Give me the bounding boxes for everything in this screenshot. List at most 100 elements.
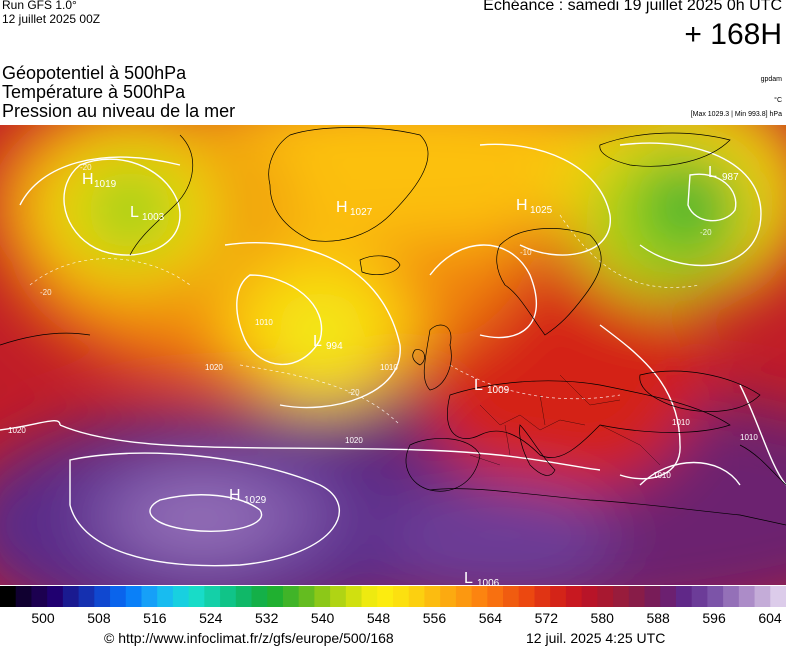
colorbar-swatch — [267, 586, 284, 607]
center-l-987-value: 987 — [722, 172, 739, 183]
coastlines — [0, 127, 786, 526]
isobar-label: 1010 — [380, 363, 398, 372]
colorbar-swatch — [361, 586, 378, 607]
run-model-label: Run GFS 1.0° — [2, 0, 77, 12]
parameter-pressure: Pression au niveau de la mer — [2, 101, 236, 121]
colorbar-swatch — [644, 586, 661, 607]
colorbar-swatch — [62, 586, 80, 607]
colorbar-swatch — [613, 586, 630, 607]
colorbar-tick-label: 524 — [199, 610, 223, 626]
isotherms — [29, 214, 701, 426]
colorbar-swatch — [345, 586, 363, 607]
colorbar-swatch — [597, 586, 614, 607]
colorbar-swatch — [675, 586, 693, 607]
colorbar-swatch — [377, 586, 394, 607]
colorbar-swatch — [440, 586, 457, 607]
colorbar-swatch — [707, 586, 724, 607]
isotherm-label: -20 — [700, 228, 712, 237]
colorbar-swatch — [393, 586, 410, 607]
colorbar-swatch — [471, 586, 488, 607]
colorbar-tick-label: 508 — [87, 610, 111, 626]
isobar-labels: 1010 1010 1020 1020 1020 1010 1010 1010 — [8, 318, 758, 480]
colorbar-swatch — [110, 586, 127, 607]
isobars — [0, 142, 786, 567]
center-h-1019-value: 1019 — [94, 179, 117, 190]
colorbar-swatch — [15, 586, 32, 607]
colorbar-swatch — [660, 586, 677, 607]
colorbar-tick-label: 588 — [646, 610, 670, 626]
forecast-horizon: + 168H — [684, 18, 782, 51]
center-l-1009-value: 1009 — [487, 385, 510, 396]
center-h-1027: H — [336, 199, 348, 216]
colorbar-tick-label: 548 — [366, 610, 391, 626]
colorbar-swatch — [455, 586, 473, 607]
isotherm-label: -20 — [348, 388, 360, 397]
colorbar-swatch — [691, 586, 708, 607]
generation-time: 12 juil. 2025 4:25 UTC — [526, 630, 666, 646]
colorbar-swatch — [47, 586, 64, 607]
colorbar-swatch — [188, 586, 205, 607]
center-l-987: L — [708, 164, 717, 181]
colorbar-tick-label: 580 — [590, 610, 614, 626]
colorbar-tick-label: 500 — [31, 610, 55, 626]
isobar-label: 1010 — [255, 318, 273, 327]
colorbar-swatch — [282, 586, 300, 607]
isobar-label: 1020 — [205, 363, 223, 372]
center-h-1025: H — [516, 197, 528, 214]
unit-temperature: °C — [774, 97, 782, 104]
colorbar-tick-label: 596 — [702, 610, 726, 626]
colorbar-swatch — [503, 586, 520, 607]
colorbar-swatch — [424, 586, 441, 607]
colorbar-labels: 500 508 516 524 532 540 548 556 564 572 580 588 596 6… — [0, 610, 786, 628]
center-l-1006: L — [464, 570, 473, 585]
colorbar-swatch — [172, 586, 190, 607]
colorbar-swatch — [157, 586, 174, 607]
geopotential-field — [0, 125, 786, 585]
colorbar-swatch — [487, 586, 504, 607]
colorbar-swatch — [518, 586, 535, 607]
colorbar-swatch — [408, 586, 425, 607]
pressure-range: [Max 1029.3 | Min 993.8] hPa — [690, 111, 782, 118]
isobar-label: 1010 — [672, 418, 690, 427]
colorbar-swatch — [534, 586, 551, 607]
credit-url[interactable]: © http://www.infoclimat.fr/z/gfs/europe/… — [104, 630, 394, 646]
colorbar-swatch — [738, 586, 756, 607]
colorbar-tick-label: 516 — [143, 610, 167, 626]
colorbar-swatch — [565, 586, 583, 607]
colorbar-swatch — [628, 586, 646, 607]
colorbar-swatch — [251, 586, 268, 607]
colorbar-swatch — [330, 586, 347, 607]
colorbar-swatch — [581, 586, 598, 607]
isotherm-label: -20 — [80, 163, 92, 172]
weather-map: H 1019 L 1003 H 1027 H 1025 L 987 L 994 … — [0, 125, 786, 585]
borders — [469, 374, 661, 466]
colorbar-swatch — [770, 586, 786, 607]
center-l-1009: L — [474, 377, 483, 394]
center-l-1006-value: 1006 — [477, 578, 500, 585]
center-l-994: L — [313, 333, 322, 350]
colorbar-tick-label: 604 — [758, 610, 782, 626]
colorbar-tick-label: 564 — [478, 610, 503, 626]
parameter-temperature: Température à 500hPa — [2, 82, 186, 102]
pressure-centers: H 1019 L 1003 H 1027 H 1025 L 987 L 994 … — [82, 164, 739, 585]
run-date-label: 12 juillet 2025 00Z — [2, 12, 101, 26]
colorbar-swatch — [754, 586, 771, 607]
isotherm-labels: -20 -20 -20 -20 -10 — [40, 163, 712, 397]
center-h-1029-value: 1029 — [244, 495, 267, 506]
colorbar-swatch — [141, 586, 158, 607]
isobar-label: 1010 — [653, 471, 671, 480]
center-l-1003-value: 1003 — [142, 212, 165, 223]
center-l-1003: L — [130, 204, 139, 221]
center-h-1027-value: 1027 — [350, 207, 373, 218]
colorbar-swatch — [31, 586, 48, 607]
colorbar — [0, 586, 786, 607]
colorbar-tick-label: 540 — [310, 610, 335, 626]
colorbar-swatch — [298, 586, 315, 607]
colorbar-swatch — [550, 586, 567, 607]
colorbar-swatch — [78, 586, 95, 607]
center-h-1029: H — [229, 487, 241, 504]
isobar-label: 1020 — [345, 436, 363, 445]
colorbar-tick-label: 572 — [534, 610, 558, 626]
colorbar-swatch — [0, 586, 17, 607]
center-h-1025-value: 1025 — [530, 205, 553, 216]
